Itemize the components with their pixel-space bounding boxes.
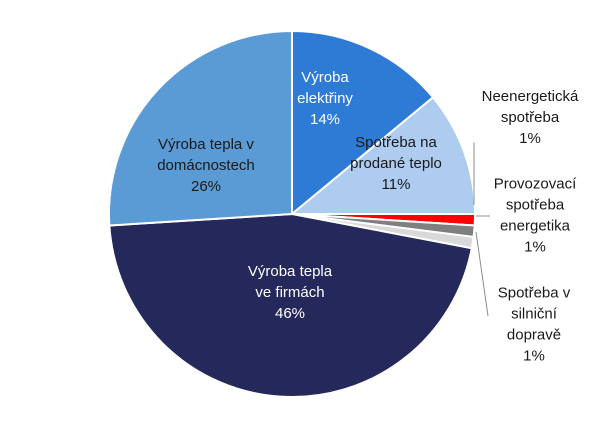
slice-name-label: spotřeba (506, 197, 565, 214)
pie-slices (108, 30, 476, 398)
slice-value-label: 1% (523, 348, 545, 365)
slice-name-label: ve firmách (255, 284, 324, 301)
slice-label: Spotřeba na prodané teplo 11% (350, 134, 442, 193)
slice-name-label: domácnostech (157, 157, 255, 174)
slice-name-label: Spotřeba v (498, 285, 571, 302)
slice-name-label: Spotřeba na (355, 134, 437, 151)
slice-name-label: prodané teplo (350, 155, 442, 172)
slice-name-label: Provozovací (494, 176, 577, 193)
pie-slice (291, 96, 476, 215)
slice-value-label: 26% (191, 178, 221, 195)
slice-name-label: Neenergetická (482, 88, 579, 105)
slice-label: Výroba tepla v domácnostech 26% (157, 136, 255, 195)
slice-label: Výroba elektřiny 14% (297, 69, 353, 128)
pie-slice (108, 213, 473, 398)
slice-name-label: Výroba tepla (248, 263, 333, 280)
slice-name-label: Výroba tepla v (158, 136, 254, 153)
slice-name-label: Výroba (301, 69, 349, 86)
slice-label: Provozovací spotřeba energetika 1% (494, 176, 577, 256)
slice-name-label: dopravě (507, 327, 561, 344)
slice-label: Spotřeba v silniční dopravě 1% (498, 285, 571, 365)
slice-label: Výroba tepla ve firmách 46% (248, 263, 333, 322)
slice-value-label: 1% (519, 130, 541, 147)
slice-name-label: silniční (511, 306, 558, 323)
leader-lines (473, 142, 490, 317)
slice-value-label: 11% (382, 176, 411, 193)
slice-value-label: 14% (310, 111, 340, 128)
slice-name-label: elektřiny (297, 90, 353, 107)
slice-value-label: 46% (275, 305, 305, 322)
slice-label: Neenergetická spotřeba 1% (482, 88, 579, 147)
leader-line (475, 231, 489, 317)
pie-slice (291, 30, 435, 215)
slice-name-label: spotřeba (501, 109, 560, 126)
slice-name-label: energetika (500, 218, 571, 235)
slice-value-label: 1% (524, 239, 546, 256)
pie-slice (108, 30, 293, 227)
slice-labels: Výroba elektřiny 14% Spotřeba na prodané tep… (157, 69, 579, 365)
